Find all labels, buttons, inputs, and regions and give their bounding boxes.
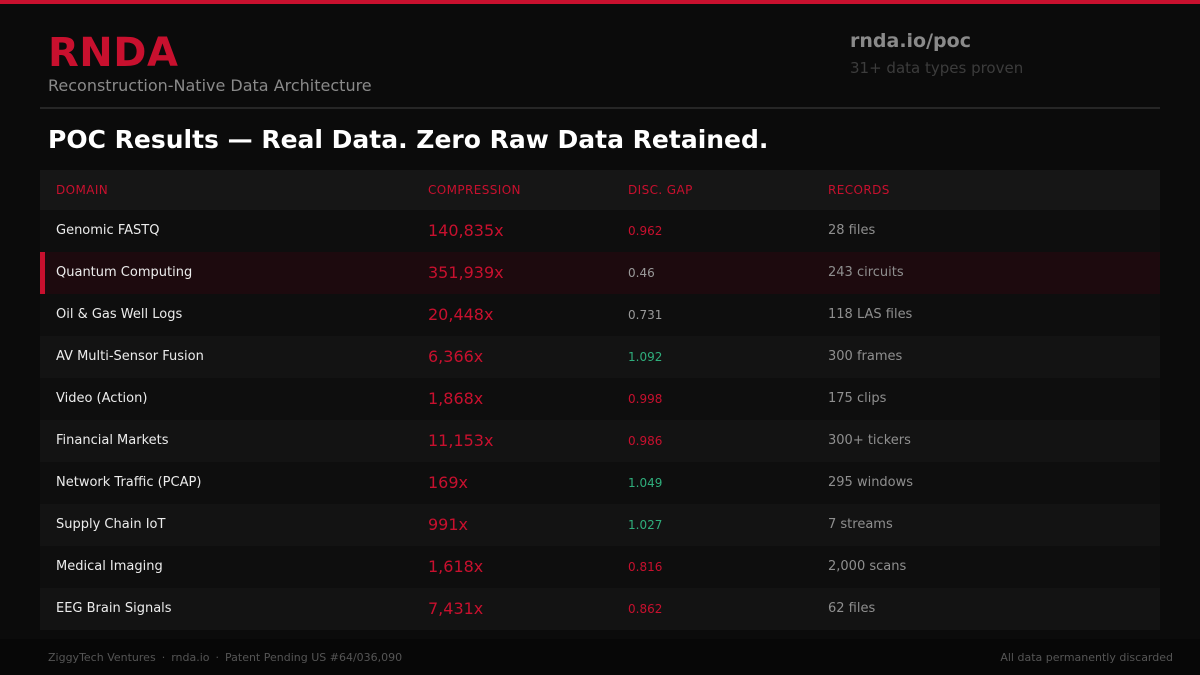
disc-gap-cell: 0.46 — [628, 266, 655, 280]
disc-gap-cell: 0.731 — [628, 308, 663, 322]
compression-cell: 169x — [428, 473, 469, 492]
compression-cell: 11,153x — [428, 431, 494, 450]
domain-cell: Financial Markets — [56, 433, 169, 448]
table-row: EEG Brain Signals 7,431x 0.862 62 files — [40, 588, 1160, 630]
table-row: Supply Chain IoT 991x 1.027 7 streams — [40, 504, 1160, 546]
results-table: DOMAIN COMPRESSION DISC. GAP RECORDS Gen… — [40, 170, 1160, 630]
records-cell: 2,000 scans — [828, 559, 907, 574]
disc-gap-cell: 0.962 — [628, 224, 663, 238]
domain-cell: Genomic FASTQ — [56, 223, 160, 238]
table-row: Genomic FASTQ 140,835x 0.962 28 files — [40, 210, 1160, 252]
footer-credits: ZiggyTech Ventures · rnda.io · Patent Pendin… — [48, 639, 402, 675]
records-cell: 118 LAS files — [828, 307, 913, 322]
table-row: Network Traffic (PCAP) 169x 1.049 295 windo… — [40, 462, 1160, 504]
compression-cell: 20,448x — [428, 305, 494, 324]
brand-subtitle: Reconstruction-Native Data Architecture — [48, 76, 372, 95]
disc-gap-cell: 1.092 — [628, 350, 663, 364]
disc-gap-cell: 0.816 — [628, 560, 663, 574]
footer-patent: Patent Pending US #64/036,090 — [225, 651, 403, 664]
top-accent-bar — [0, 0, 1200, 4]
records-cell: 295 windows — [828, 475, 914, 490]
compression-cell: 6,366x — [428, 347, 484, 366]
domain-cell: Supply Chain IoT — [56, 517, 166, 532]
table-row: Video (Action) 1,868x 0.998 175 clips — [40, 378, 1160, 420]
row-highlight-marker — [40, 252, 45, 294]
table-row: Oil & Gas Well Logs 20,448x 0.731 118 LAS f… — [40, 294, 1160, 336]
table-header: DOMAIN COMPRESSION DISC. GAP RECORDS — [40, 170, 1160, 210]
page-title: POC Results — Real Data. Zero Raw Data R… — [48, 125, 769, 154]
site-tagline: 31+ data types proven — [850, 59, 1024, 77]
domain-cell: Network Traffic (PCAP) — [56, 475, 202, 490]
domain-cell: EEG Brain Signals — [56, 601, 172, 616]
compression-cell: 1,868x — [428, 389, 484, 408]
footer-separator: · — [161, 651, 166, 664]
disc-gap-cell: 1.027 — [628, 518, 663, 532]
table-body: Genomic FASTQ 140,835x 0.962 28 files Quantu… — [40, 210, 1160, 630]
records-cell: 175 clips — [828, 391, 887, 406]
compression-cell: 7,431x — [428, 599, 484, 618]
column-header-domain: DOMAIN — [56, 183, 109, 197]
compression-cell: 140,835x — [428, 221, 504, 240]
records-cell: 28 files — [828, 223, 876, 238]
brand-title: RNDA — [48, 30, 179, 76]
compression-cell: 351,939x — [428, 263, 504, 282]
footer-separator: · — [215, 651, 220, 664]
records-cell: 300 frames — [828, 349, 903, 364]
domain-cell: Video (Action) — [56, 391, 148, 406]
column-header-disc-gap: DISC. GAP — [628, 183, 693, 197]
domain-cell: AV Multi-Sensor Fusion — [56, 349, 204, 364]
disc-gap-cell: 0.986 — [628, 434, 663, 448]
column-header-compression: COMPRESSION — [428, 183, 521, 197]
disc-gap-cell: 0.862 — [628, 602, 663, 616]
site-url-link[interactable]: rnda.io/poc — [850, 30, 971, 52]
footer-disclaimer: All data permanently discarded — [1000, 651, 1173, 664]
disc-gap-cell: 1.049 — [628, 476, 663, 490]
records-cell: 62 files — [828, 601, 876, 616]
records-cell: 7 streams — [828, 517, 893, 532]
column-header-records: RECORDS — [828, 183, 890, 197]
records-cell: 243 circuits — [828, 265, 904, 280]
footer-site-link[interactable]: rnda.io — [171, 651, 210, 664]
footer: ZiggyTech Ventures · rnda.io · Patent Pendin… — [0, 639, 1200, 675]
header-divider — [40, 107, 1160, 109]
domain-cell: Oil & Gas Well Logs — [56, 307, 183, 322]
disc-gap-cell: 0.998 — [628, 392, 663, 406]
compression-cell: 991x — [428, 515, 469, 534]
footer-company: ZiggyTech Ventures — [48, 651, 156, 664]
table-row: Financial Markets 11,153x 0.986 300+ ticker… — [40, 420, 1160, 462]
domain-cell: Quantum Computing — [56, 265, 193, 280]
compression-cell: 1,618x — [428, 557, 484, 576]
table-row: AV Multi-Sensor Fusion 6,366x 1.092 300 fra… — [40, 336, 1160, 378]
domain-cell: Medical Imaging — [56, 559, 163, 574]
table-row: Quantum Computing 351,939x 0.46 243 circuit… — [40, 252, 1160, 294]
records-cell: 300+ tickers — [828, 433, 911, 448]
table-row: Medical Imaging 1,618x 0.816 2,000 scans — [40, 546, 1160, 588]
